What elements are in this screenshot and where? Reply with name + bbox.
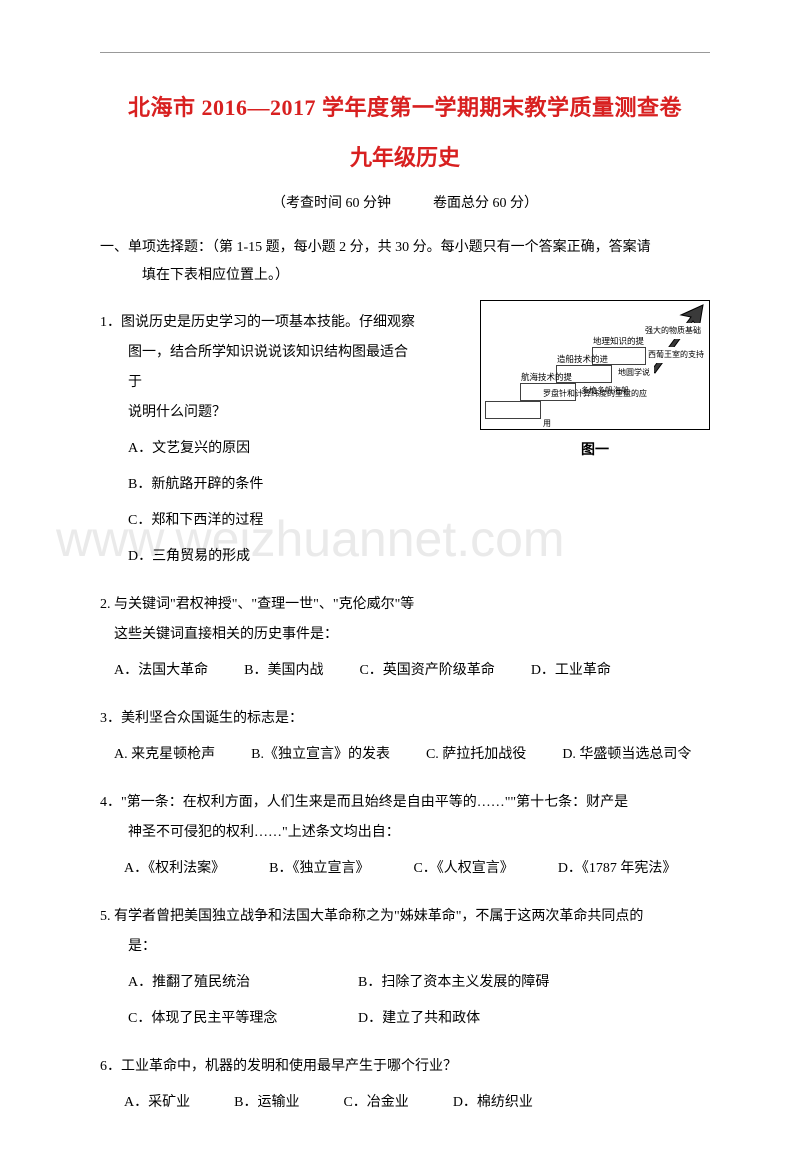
q4-opt-b: B．《独立宣言》	[269, 854, 369, 884]
q5-stem-l2: 是：	[100, 932, 710, 962]
fig-step4	[485, 401, 541, 419]
q4-opt-c: C．《人权宣言》	[413, 854, 513, 884]
figure-1-caption: 图一	[480, 436, 710, 466]
q5-opt-c: C．体现了民主平等理念	[128, 1004, 358, 1034]
q1-stem-l3: 说明什么问题？	[100, 398, 420, 428]
q1: 强大的物质基础 地理知识的提高 西葡王室的支持 造船技术的进步 地圆学说 航海技…	[100, 308, 710, 572]
top-rule	[100, 52, 710, 53]
title-line1: 北海市 2016—2017 学年度第一学期期末教学质量测查卷	[100, 90, 710, 122]
section1-l2: 填在下表相应位置上。）	[100, 262, 710, 290]
q2-opt-c: C．英国资产阶级革命	[359, 656, 494, 686]
q3-opt-c: C. 萨拉托加战役	[426, 740, 526, 770]
q3-stem: 3．美利坚合众国诞生的标志是：	[100, 704, 710, 734]
q3: 3．美利坚合众国诞生的标志是： A. 来克星顿枪声 B.《独立宣言》的发表 C.…	[100, 704, 710, 770]
q1-stem-l2: 图一，结合所学知识说说该知识结构图最适合于	[100, 338, 420, 398]
q1-stem-l1: 1．图说历史是历史学习的一项基本技能。仔细观察	[100, 308, 420, 338]
fig-label-top: 强大的物质基础	[642, 323, 704, 339]
q6-opt-d: D．棉纺织业	[453, 1088, 533, 1118]
q2: 2. 与关键词"君权神授"、"查理一世"、"克伦威尔"等 这些关键词直接相关的历…	[100, 590, 710, 686]
q1-opt-b: B．新航路开辟的条件	[100, 470, 420, 500]
figure-1-chart: 强大的物质基础 地理知识的提高 西葡王室的支持 造船技术的进步 地圆学说 航海技…	[480, 300, 710, 430]
q4-opt-a: A．《权利法案》	[124, 854, 225, 884]
q3-opt-a: A. 来克星顿枪声	[114, 740, 215, 770]
fig-step4r: 罗盘针和计算纬度的星盘的应用	[543, 401, 653, 417]
q4-opt-d: D．《1787 年宪法》	[558, 854, 677, 884]
q1-opt-a: A．文艺复兴的原因	[100, 434, 420, 464]
fig-step1r: 西葡王室的支持	[648, 347, 704, 363]
figure-1: 强大的物质基础 地理知识的提高 西葡王室的支持 造船技术的进步 地圆学说 航海技…	[480, 300, 710, 466]
exam-info: （考查时间 60 分钟 卷面总分 60 分）	[100, 192, 710, 212]
q4: 4．"第一条：在权利方面，人们生来是而且始终是自由平等的……""第十七条：财产是…	[100, 788, 710, 884]
q6-stem: 6．工业革命中，机器的发明和使用最早产生于哪个行业？	[100, 1052, 710, 1082]
q5-opt-b: B．扫除了资本主义发展的障碍	[358, 968, 588, 998]
q6-opt-c: C．冶金业	[343, 1088, 408, 1118]
q5: 5. 有学者曾把美国独立战争和法国大革命称之为"姊妹革命"，不属于这两次革命共同…	[100, 902, 710, 1034]
q4-stem-l1: 4．"第一条：在权利方面，人们生来是而且始终是自由平等的……""第十七条：财产是	[100, 788, 710, 818]
title-line2: 九年级历史	[100, 140, 710, 172]
q1-opt-c: C．郑和下西洋的过程	[100, 506, 420, 536]
q2-opt-a: A．法国大革命	[114, 656, 208, 686]
q6-opt-b: B．运输业	[234, 1088, 299, 1118]
q2-opt-d: D．工业革命	[531, 656, 611, 686]
q5-opt-a: A．推翻了殖民统治	[128, 968, 358, 998]
q3-opt-d: D. 华盛顿当选总司令	[562, 740, 691, 770]
q4-stem-l2: 神圣不可侵犯的权利……"上述条文均出自：	[100, 818, 710, 848]
q1-opt-d: D．三角贸易的形成	[100, 542, 420, 572]
section1-l1: 一、单项选择题：（第 1-15 题，每小题 2 分，共 30 分。每小题只有一个…	[100, 234, 710, 262]
q6: 6．工业革命中，机器的发明和使用最早产生于哪个行业？ A．采矿业 B．运输业 C…	[100, 1052, 710, 1118]
q2-stem-l2: 这些关键词直接相关的历史事件是：	[100, 620, 710, 650]
section1-head: 一、单项选择题：（第 1-15 题，每小题 2 分，共 30 分。每小题只有一个…	[100, 234, 710, 290]
q5-stem-l1: 5. 有学者曾把美国独立战争和法国大革命称之为"姊妹革命"，不属于这两次革命共同…	[100, 902, 710, 932]
q6-opt-a: A．采矿业	[124, 1088, 190, 1118]
q2-stem-l1: 2. 与关键词"君权神授"、"查理一世"、"克伦威尔"等	[100, 590, 710, 620]
q5-opt-d: D．建立了共和政体	[358, 1004, 588, 1034]
q2-opt-b: B．美国内战	[244, 656, 323, 686]
q3-opt-b: B.《独立宣言》的发表	[251, 740, 390, 770]
